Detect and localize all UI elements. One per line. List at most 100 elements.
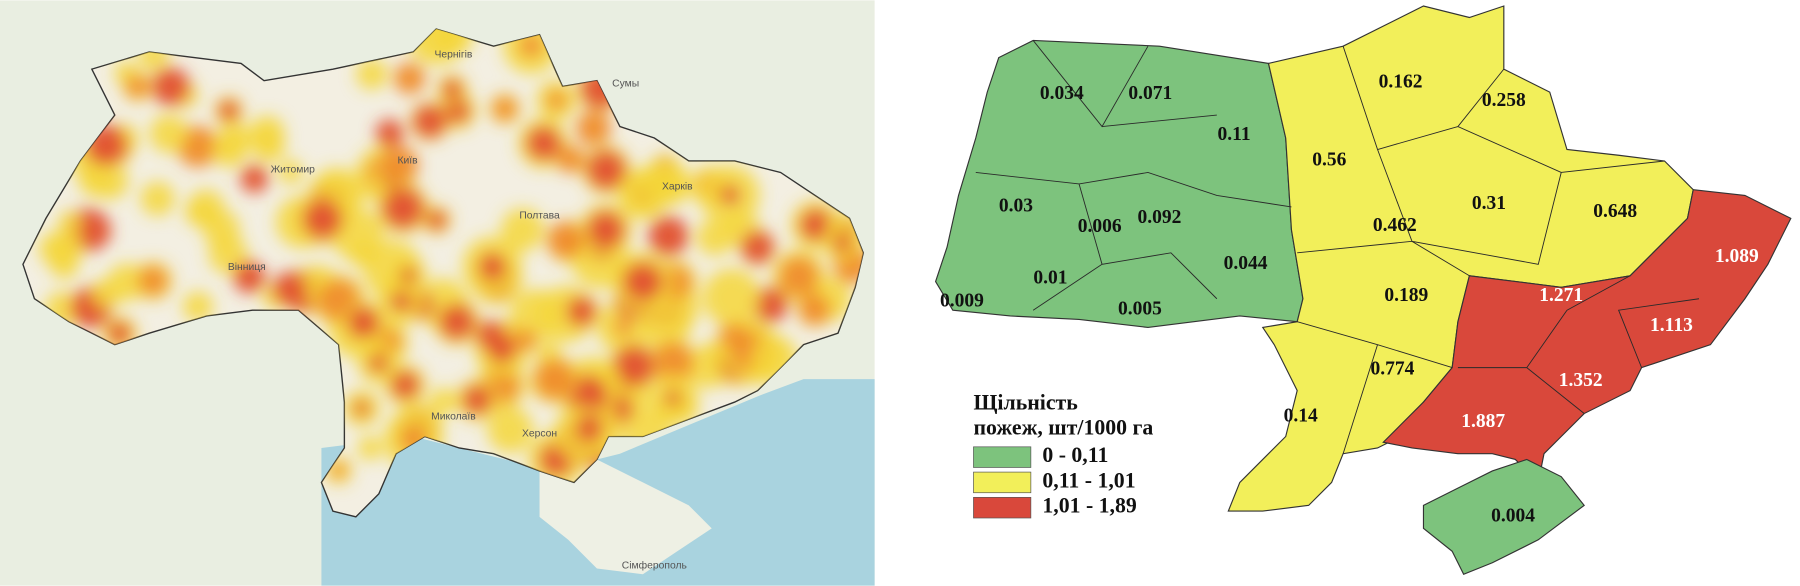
region-label: 0.31 (1472, 193, 1506, 214)
region-label: 0.189 (1384, 285, 1428, 306)
heat-blob (357, 435, 383, 461)
heat-core (272, 271, 307, 307)
heat-core (492, 96, 518, 122)
heat-core (393, 62, 426, 95)
heat-core (438, 303, 475, 340)
legend-swatch (973, 446, 1032, 468)
heat-blob (78, 163, 112, 197)
heat-core (614, 317, 633, 336)
heat-core (441, 78, 463, 100)
region-label: 0.01 (1033, 268, 1067, 289)
legend-title: пожеж, шт/1000 га (973, 416, 1153, 440)
heat-core (575, 414, 604, 442)
region-label: 1.089 (1715, 246, 1759, 267)
heat-core (412, 104, 447, 139)
place-label: Миколаїв (431, 411, 476, 422)
region-borders (975, 40, 1700, 454)
heat-map: Київ Харків Сумы Чернігів Житомир Вінниця Полт… (0, 0, 875, 586)
legend-label: 1,01 - 1,89 (1042, 494, 1137, 518)
heat-core (556, 145, 585, 174)
heat-core (546, 221, 584, 259)
heat-core (426, 209, 448, 231)
region-label: 0.648 (1593, 201, 1637, 222)
region-label: 0.56 (1312, 149, 1346, 170)
heat-core (664, 390, 682, 407)
heat-core (525, 125, 561, 161)
region-label: 1.352 (1559, 370, 1603, 391)
heat-core (740, 230, 775, 265)
heat-blob (251, 128, 286, 163)
heat-core (107, 321, 132, 346)
region-label: 0.006 (1078, 216, 1122, 237)
region-label: 0.005 (1118, 299, 1162, 320)
region-group (1382, 189, 1792, 484)
heat-blob (487, 406, 534, 453)
heat-core (462, 384, 492, 415)
heat-blob (356, 58, 388, 90)
heat-core (623, 262, 663, 302)
region-label: 0.14 (1284, 405, 1318, 426)
place-label: Харків (662, 182, 693, 193)
heat-core (302, 198, 343, 240)
heat-core (353, 400, 370, 417)
heat-core (233, 261, 266, 294)
heat-core (475, 320, 505, 350)
heat-blob (211, 132, 247, 168)
legend-swatch (973, 496, 1032, 519)
place-labels: Київ Харків Сумы Чернігів Житомир Вінниця Полт… (228, 50, 693, 572)
heat-core (381, 186, 425, 230)
heat-core (534, 359, 575, 400)
region-group (1422, 458, 1586, 575)
region-label: 1.113 (1650, 315, 1693, 336)
heat-core (720, 185, 740, 205)
heat-blob (140, 181, 175, 216)
heat-core (240, 164, 269, 193)
heat-core (832, 233, 852, 253)
region-label: 0.774 (1371, 358, 1415, 379)
region-label: 0.11 (1218, 124, 1251, 145)
heat-core (752, 287, 788, 323)
heat-blob (49, 250, 79, 279)
heat-blob (696, 219, 734, 256)
heat-core (347, 306, 380, 339)
region-label: 0.044 (1224, 253, 1268, 274)
region-group (934, 39, 1304, 329)
heat-core (586, 210, 625, 249)
heat-blob (57, 210, 82, 235)
region-label: 0.162 (1379, 71, 1423, 92)
heat-core (330, 462, 347, 479)
heat-core (218, 99, 240, 122)
heat-core (125, 74, 150, 99)
region-label: 0.034 (1040, 83, 1084, 104)
heat-blob (500, 208, 545, 252)
legend-title: Щільність (973, 390, 1077, 414)
heat-core (390, 370, 420, 400)
heat-core (575, 110, 612, 146)
heat-core (546, 90, 567, 111)
heat-core (519, 34, 543, 58)
heat-blob (182, 291, 214, 322)
region-label: 0.03 (999, 195, 1033, 216)
heat-layer (38, 28, 864, 488)
place-label: Житомир (271, 164, 316, 175)
heat-blob (278, 160, 303, 185)
heat-core (478, 252, 506, 280)
heat-core (390, 290, 412, 312)
heat-blob (208, 234, 248, 274)
heat-core (368, 353, 389, 373)
heat-core (151, 67, 190, 106)
region-label: 0.258 (1482, 90, 1526, 111)
place-label: Сімферополь (622, 560, 687, 572)
region-label: 1.271 (1539, 285, 1583, 306)
region-label: 0.071 (1128, 83, 1172, 104)
place-label: Вінниця (228, 262, 266, 273)
place-label: Чернігів (434, 50, 472, 61)
heat-core (375, 119, 404, 148)
place-label: Херсон (522, 428, 557, 439)
region-label: 0.004 (1491, 505, 1535, 526)
heat-blob (702, 268, 761, 327)
heat-blob (621, 168, 670, 217)
heat-core (84, 219, 112, 246)
